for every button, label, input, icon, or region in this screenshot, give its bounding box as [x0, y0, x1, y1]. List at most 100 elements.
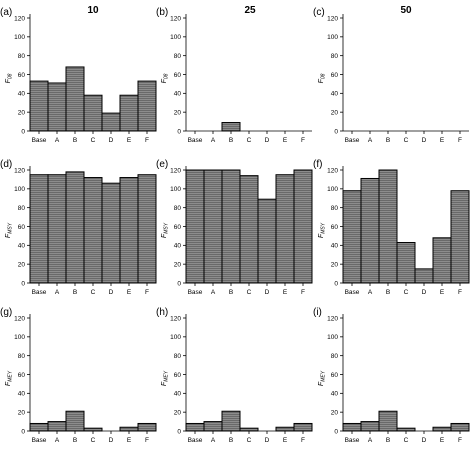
bar-f [450, 190, 470, 284]
panel-letter: (b) [156, 7, 168, 18]
y-tick-label: 40 [174, 391, 182, 398]
x-tick-label: C [404, 437, 409, 444]
bar-b [378, 410, 398, 432]
bar-a [360, 177, 380, 284]
panel-letter: (e) [156, 159, 168, 170]
x-tick-label: Base [188, 289, 203, 296]
y-axis-label-subscript: MEY [164, 370, 170, 382]
y-axis-label-main: F [318, 381, 325, 386]
x-tick-label: D [265, 137, 270, 144]
y-tick-label: 40 [18, 243, 26, 250]
y-axis-label-main: F [5, 233, 12, 238]
y-tick-label: 20 [331, 109, 339, 116]
y-tick-label: 100 [327, 34, 338, 41]
y-tick-label: 60 [331, 72, 339, 79]
x-tick-label: E [127, 289, 132, 296]
x-tick-label: E [127, 137, 132, 144]
bar-d [101, 112, 121, 132]
y-tick-label: 100 [327, 334, 338, 341]
bar-b [221, 169, 241, 284]
bar-b [65, 66, 85, 132]
bar-a [203, 421, 223, 432]
x-tick-label: B [386, 437, 390, 444]
x-tick-label: E [283, 137, 288, 144]
y-tick-label: 60 [18, 372, 26, 379]
y-tick-label: 100 [170, 186, 181, 193]
x-tick-label: D [422, 289, 427, 296]
x-tick-label: B [229, 137, 233, 144]
y-tick-label: 120 [170, 15, 181, 22]
y-tick-label: 60 [18, 224, 26, 231]
x-tick-label: F [145, 437, 149, 444]
x-tick-label: F [145, 289, 149, 296]
x-tick-label: A [55, 437, 60, 444]
bar-f [137, 422, 157, 432]
bar-c [83, 427, 103, 432]
x-tick-label: Base [345, 437, 360, 444]
bar-base [342, 422, 362, 432]
y-tick-label: 40 [18, 91, 26, 98]
bar-base [29, 174, 49, 284]
x-tick-label: Base [188, 137, 203, 144]
bar-c [239, 427, 259, 432]
y-tick-label: 60 [18, 72, 26, 79]
bar-c [83, 94, 103, 132]
x-tick-label: D [422, 437, 427, 444]
x-tick-label: D [265, 289, 270, 296]
x-tick-label: F [458, 437, 462, 444]
column-title-50: 50 [400, 5, 412, 16]
y-tick-label: 80 [174, 205, 182, 212]
bar-base [29, 80, 49, 132]
y-axis-label-subscript: 08 [164, 73, 170, 79]
y-tick-label: 100 [14, 334, 25, 341]
panel-letter: (a) [0, 7, 12, 18]
y-axis-label: FMEY [161, 370, 170, 386]
x-tick-label: A [368, 289, 373, 296]
y-axis-label: FMSY [318, 222, 327, 238]
x-tick-label: A [211, 437, 216, 444]
y-tick-label: 80 [18, 353, 26, 360]
bar-e [432, 426, 452, 432]
x-tick-label: A [368, 137, 373, 144]
panel-letter: (c) [313, 7, 325, 18]
y-axis-label-main: F [318, 78, 325, 83]
y-tick-label: 60 [174, 72, 182, 79]
y-axis-label-subscript: 08 [8, 73, 14, 79]
bar-c [396, 242, 416, 284]
y-tick-label: 60 [174, 372, 182, 379]
y-tick-label: 0 [177, 428, 181, 435]
bar-a [360, 421, 380, 432]
x-tick-label: Base [345, 289, 360, 296]
y-axis-label-subscript: MSY [8, 222, 14, 234]
bar-f [293, 169, 313, 284]
bar-a [47, 82, 67, 132]
y-tick-label: 20 [331, 409, 339, 416]
y-tick-label: 0 [177, 280, 181, 287]
y-axis-label-main: F [161, 233, 168, 238]
x-tick-label: Base [32, 289, 47, 296]
y-tick-label: 120 [327, 315, 338, 322]
x-tick-label: F [458, 137, 462, 144]
y-tick-label: 20 [174, 409, 182, 416]
x-tick-label: Base [32, 137, 47, 144]
bar-a [203, 169, 223, 284]
x-tick-label: C [91, 137, 96, 144]
x-tick-label: F [458, 289, 462, 296]
x-tick-label: E [283, 437, 288, 444]
panel-letter: (d) [0, 159, 12, 170]
y-axis-label: FMSY [5, 222, 14, 238]
y-tick-label: 100 [14, 186, 25, 193]
panels-group: (a) 0 20 40 60 80 100 120 Base A B C D E F F 08 (b) 0 20 40 6… [0, 7, 470, 444]
x-tick-label: C [91, 437, 96, 444]
x-tick-label: A [211, 289, 216, 296]
panel-letter: (g) [0, 307, 12, 318]
y-axis-label-main: F [161, 381, 168, 386]
bar-d [414, 268, 434, 284]
